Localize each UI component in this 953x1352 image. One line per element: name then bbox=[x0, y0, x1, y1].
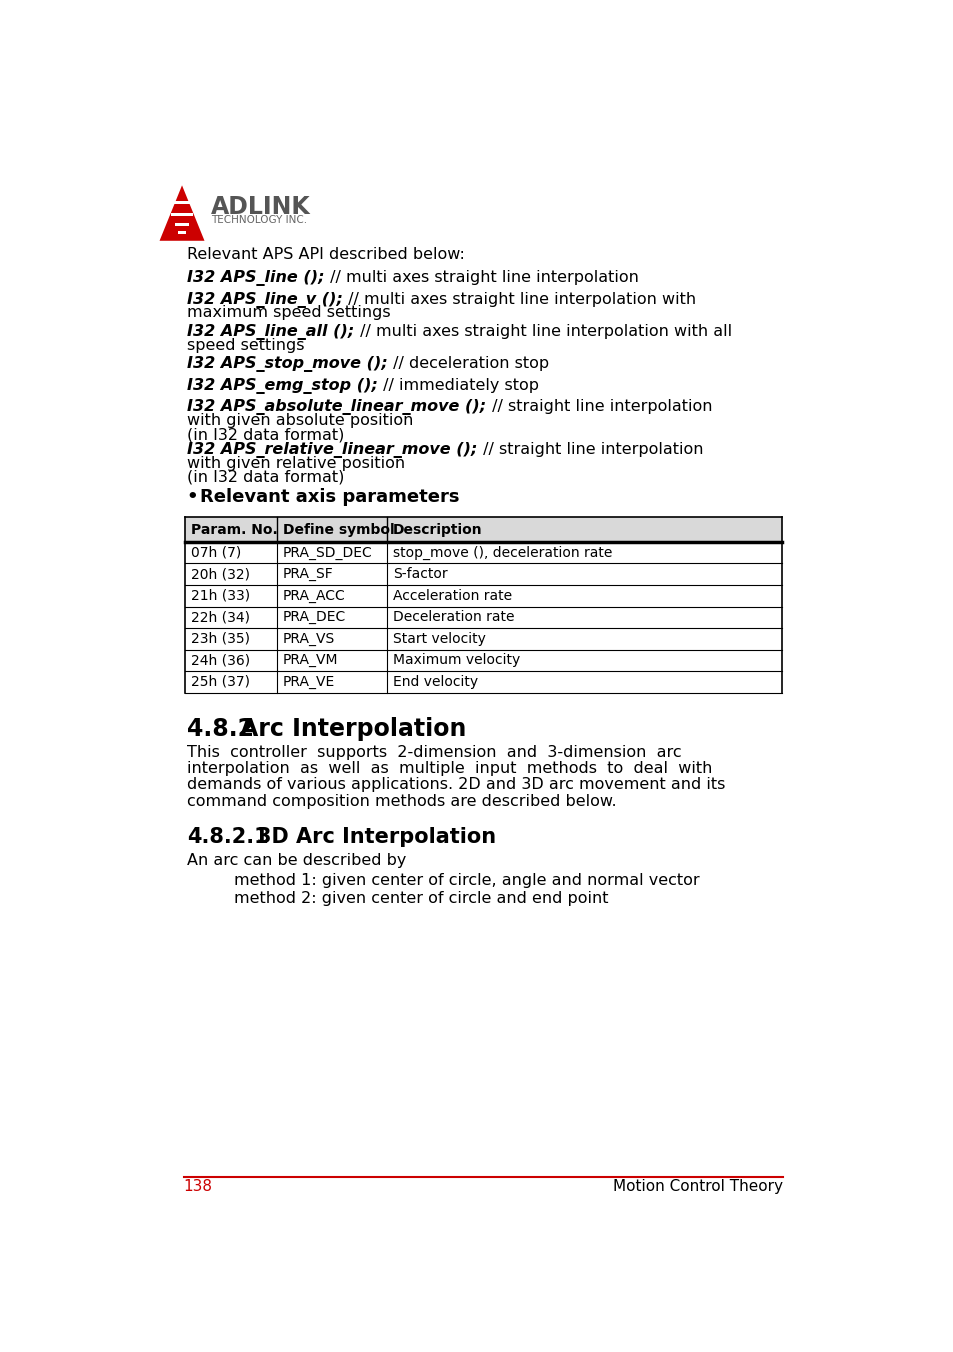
Text: Deceleration rate: Deceleration rate bbox=[393, 610, 514, 625]
Text: // multi axes straight line interpolation with: // multi axes straight line interpolatio… bbox=[343, 292, 696, 307]
Text: PRA_VM: PRA_VM bbox=[282, 653, 338, 668]
Text: maximum speed settings: maximum speed settings bbox=[187, 306, 391, 320]
Text: I32 APS_line_all ();: I32 APS_line_all (); bbox=[187, 324, 355, 339]
Text: I32 APS_line_v ();: I32 APS_line_v (); bbox=[187, 292, 343, 308]
Bar bbox=[185, 518, 781, 542]
Text: End velocity: End velocity bbox=[393, 675, 477, 690]
Text: method 1: given center of circle, angle and normal vector: method 1: given center of circle, angle … bbox=[233, 873, 699, 888]
Text: ADLINK: ADLINK bbox=[211, 195, 310, 219]
Text: Relevant axis parameters: Relevant axis parameters bbox=[199, 488, 458, 506]
Text: (in I32 data format): (in I32 data format) bbox=[187, 469, 344, 484]
Text: 21h (33): 21h (33) bbox=[191, 588, 250, 603]
Polygon shape bbox=[167, 201, 197, 204]
Text: PRA_VE: PRA_VE bbox=[282, 675, 335, 690]
Text: An arc can be described by: An arc can be described by bbox=[187, 853, 406, 868]
Text: PRA_DEC: PRA_DEC bbox=[282, 610, 346, 625]
Text: Acceleration rate: Acceleration rate bbox=[393, 588, 512, 603]
Text: Maximum velocity: Maximum velocity bbox=[393, 653, 519, 668]
Text: TECHNOLOGY INC.: TECHNOLOGY INC. bbox=[211, 215, 307, 224]
Text: PRA_SD_DEC: PRA_SD_DEC bbox=[282, 546, 372, 560]
Text: 22h (34): 22h (34) bbox=[191, 610, 250, 625]
Text: 25h (37): 25h (37) bbox=[191, 675, 250, 690]
Text: Description: Description bbox=[393, 522, 482, 537]
Text: This  controller  supports  2-dimension  and  3-dimension  arc: This controller supports 2-dimension and… bbox=[187, 745, 681, 760]
Text: S-factor: S-factor bbox=[393, 568, 447, 581]
Text: I32 APS_stop_move ();: I32 APS_stop_move (); bbox=[187, 357, 388, 372]
Text: stop_move (), deceleration rate: stop_move (), deceleration rate bbox=[393, 546, 612, 560]
Text: Param. No.: Param. No. bbox=[191, 522, 277, 537]
Polygon shape bbox=[159, 185, 204, 241]
Text: Define symbol: Define symbol bbox=[282, 522, 394, 537]
Text: command composition methods are described below.: command composition methods are describe… bbox=[187, 794, 617, 808]
Text: // immediately stop: // immediately stop bbox=[378, 377, 538, 393]
Text: 07h (7): 07h (7) bbox=[191, 546, 240, 560]
Text: 3D Arc Interpolation: 3D Arc Interpolation bbox=[257, 827, 496, 846]
Text: // deceleration stop: // deceleration stop bbox=[388, 357, 549, 372]
Text: with given relative position: with given relative position bbox=[187, 456, 405, 470]
Polygon shape bbox=[175, 223, 189, 226]
Text: 4.8.2: 4.8.2 bbox=[187, 718, 254, 741]
Text: // straight line interpolation: // straight line interpolation bbox=[477, 442, 702, 457]
Text: I32 APS_emg_stop ();: I32 APS_emg_stop (); bbox=[187, 377, 378, 393]
Text: Arc Interpolation: Arc Interpolation bbox=[240, 718, 466, 741]
Text: I32 APS_line ();: I32 APS_line (); bbox=[187, 270, 325, 287]
Text: 20h (32): 20h (32) bbox=[191, 568, 250, 581]
Text: // multi axes straight line interpolation: // multi axes straight line interpolatio… bbox=[325, 270, 639, 285]
Polygon shape bbox=[172, 214, 193, 216]
Text: method 2: given center of circle and end point: method 2: given center of circle and end… bbox=[233, 891, 608, 906]
Text: PRA_SF: PRA_SF bbox=[282, 568, 334, 581]
Text: PRA_VS: PRA_VS bbox=[282, 631, 335, 646]
Polygon shape bbox=[178, 231, 186, 234]
Text: 23h (35): 23h (35) bbox=[191, 631, 250, 646]
Text: with given absolute position: with given absolute position bbox=[187, 414, 414, 429]
Text: speed settings: speed settings bbox=[187, 338, 305, 353]
Text: Motion Control Theory: Motion Control Theory bbox=[613, 1179, 782, 1194]
Text: demands of various applications. 2D and 3D arc movement and its: demands of various applications. 2D and … bbox=[187, 777, 725, 792]
Text: // multi axes straight line interpolation with all: // multi axes straight line interpolatio… bbox=[355, 324, 731, 339]
Text: (in I32 data format): (in I32 data format) bbox=[187, 427, 344, 442]
Text: Relevant APS API described below:: Relevant APS API described below: bbox=[187, 247, 465, 262]
Text: 138: 138 bbox=[183, 1179, 213, 1194]
Text: •: • bbox=[186, 488, 197, 506]
Text: PRA_ACC: PRA_ACC bbox=[282, 588, 345, 603]
Text: I32 APS_absolute_linear_move ();: I32 APS_absolute_linear_move (); bbox=[187, 399, 486, 415]
Text: 4.8.2.1: 4.8.2.1 bbox=[187, 827, 269, 846]
Text: // straight line interpolation: // straight line interpolation bbox=[486, 399, 711, 415]
Text: interpolation  as  well  as  multiple  input  methods  to  deal  with: interpolation as well as multiple input … bbox=[187, 761, 712, 776]
Text: I32 APS_relative_linear_move ();: I32 APS_relative_linear_move (); bbox=[187, 442, 477, 458]
Text: Start velocity: Start velocity bbox=[393, 631, 485, 646]
Text: 24h (36): 24h (36) bbox=[191, 653, 250, 668]
